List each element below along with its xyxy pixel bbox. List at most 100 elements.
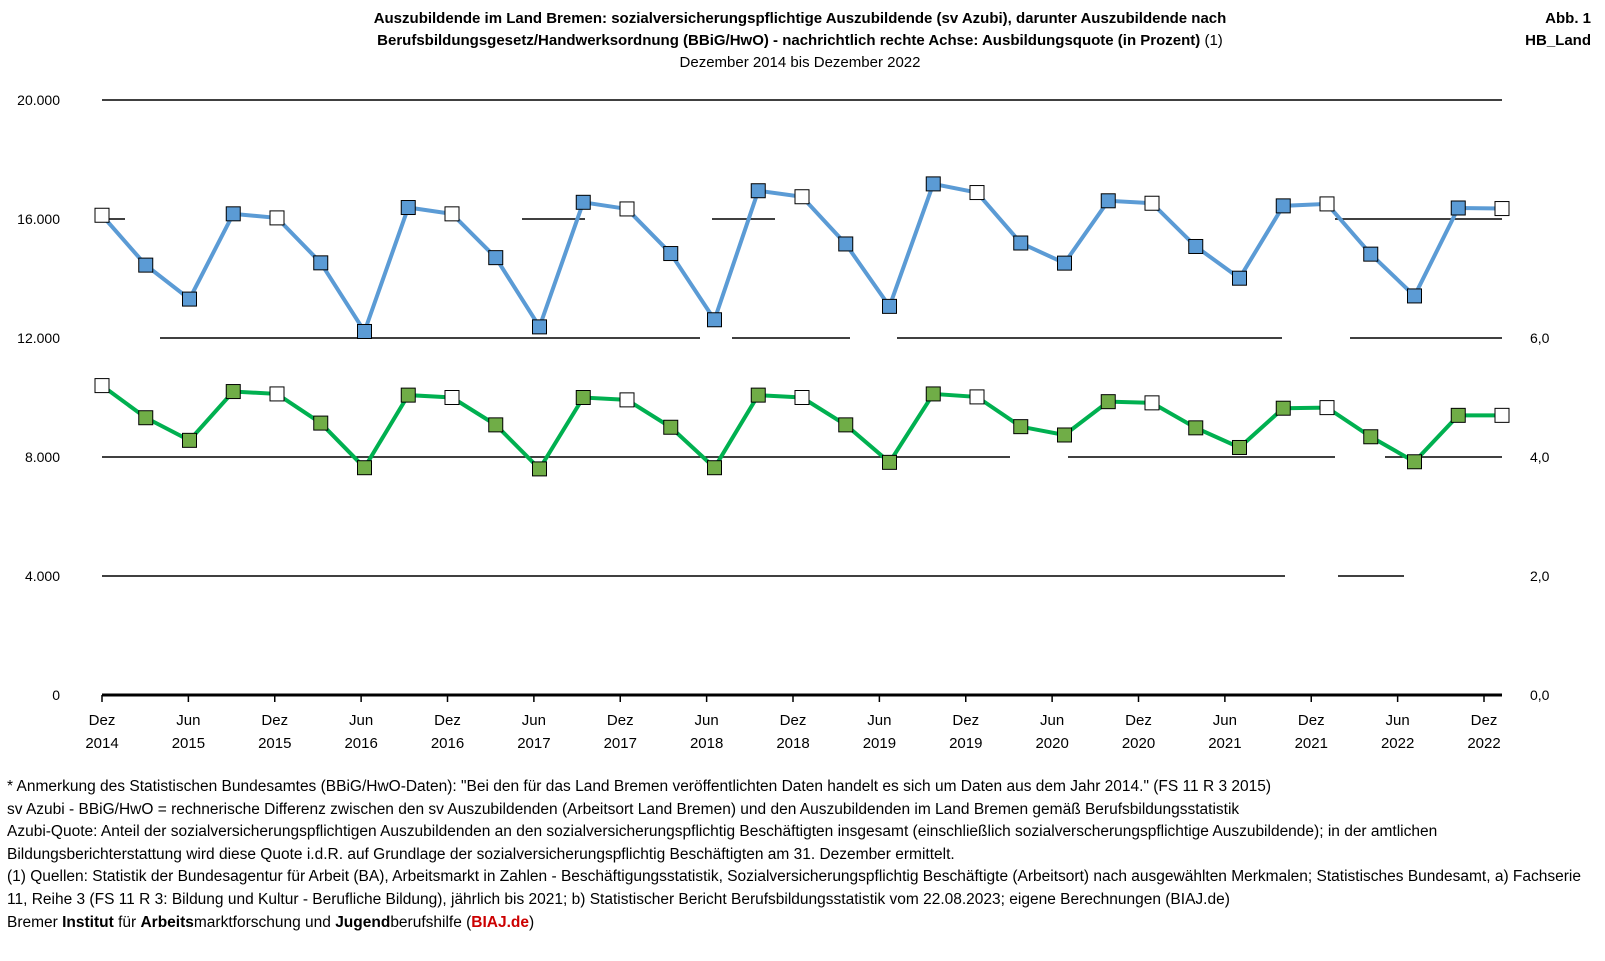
azubi-quote-marker bbox=[882, 454, 897, 470]
note-quote-definition: Azubi-Quote: Anteil der sozialversicheru… bbox=[7, 823, 1438, 863]
chart-title: Auszubildende im Land Bremen: sozialvers… bbox=[300, 8, 1300, 74]
sv-azubi-marker bbox=[794, 189, 810, 205]
x-tick-label: 2016 bbox=[431, 735, 464, 752]
x-tick-label: 2021 bbox=[1208, 735, 1241, 752]
y-right-tick-label: 4,0 bbox=[1530, 449, 1550, 465]
sv-azubi-line bbox=[100, 181, 1503, 337]
title-line-2-wrap: Berufsbildungsgesetz/Handwerksordnung (B… bbox=[300, 30, 1300, 52]
azubi-quote-marker bbox=[1013, 419, 1029, 435]
x-tick-label: 2017 bbox=[517, 735, 550, 752]
azubi-quote-marker bbox=[1057, 427, 1072, 443]
x-tick-label: 2021 bbox=[1295, 735, 1328, 752]
org-part: für bbox=[113, 913, 141, 931]
x-tick-label: Dez bbox=[780, 712, 807, 729]
note-sources: (1) Quellen: Statistik der Bundesagentur… bbox=[7, 868, 1581, 908]
x-tick-label: Jun bbox=[1040, 712, 1064, 729]
azubi-quote-marker bbox=[1232, 439, 1247, 455]
org-part: marktforschung und bbox=[193, 913, 336, 931]
sv-azubi-marker bbox=[1407, 288, 1422, 304]
azubi-quote-marker bbox=[575, 390, 591, 405]
azubi-quote-marker bbox=[94, 378, 110, 394]
figure-code: HB_Land bbox=[1525, 32, 1591, 49]
sv-azubi-marker bbox=[1057, 255, 1072, 271]
y-left-tick-label: 8.000 bbox=[25, 449, 60, 465]
x-tick-label: Jun bbox=[522, 712, 546, 729]
x-tick-label: Dez bbox=[89, 712, 116, 729]
x-tick-label: 2015 bbox=[258, 735, 291, 752]
azubi-quote-marker bbox=[1319, 400, 1335, 416]
sv-azubi-marker bbox=[532, 319, 547, 335]
azubi-quote-marker bbox=[444, 390, 460, 405]
note-diff-definition: sv Azubi - BBiG/HwO = rechnerische Diffe… bbox=[7, 800, 1240, 818]
azubi-quote-marker bbox=[1275, 400, 1291, 416]
y-left-tick-label: 20.000 bbox=[17, 92, 60, 108]
sv-azubi-marker bbox=[444, 206, 460, 222]
sv-azubi-marker bbox=[94, 207, 110, 223]
org-link[interactable]: BIAJ.de bbox=[471, 913, 530, 931]
figure-id: Abb. 1 HB_Land bbox=[1525, 8, 1591, 52]
x-tick-label: 2020 bbox=[1035, 735, 1068, 752]
sv-azubi-marker bbox=[750, 183, 766, 199]
org-part: Jugend bbox=[335, 913, 391, 931]
sv-azubi-marker bbox=[1275, 198, 1291, 214]
y-right-tick-label: 2,0 bbox=[1530, 568, 1550, 584]
azubi-quote-marker bbox=[707, 460, 722, 476]
sv-azubi-marker bbox=[1100, 193, 1116, 209]
x-tick-label: Dez bbox=[952, 712, 979, 729]
azubi-quote-marker bbox=[1407, 454, 1422, 470]
x-tick-label: 2017 bbox=[604, 735, 637, 752]
chart-canvas: Dez 2014 Jun 2015 Dez 2015 Jun 2016 Dez 2016 Jun 20… bbox=[17, 92, 1550, 752]
sv-azubi-marker bbox=[969, 185, 985, 201]
azubi-quote-marker bbox=[1144, 395, 1160, 411]
azubi-quote-marker bbox=[1100, 394, 1116, 410]
sv-azubi-marker bbox=[882, 298, 897, 314]
x-tick-label: 2020 bbox=[1122, 735, 1155, 752]
azubi-quote-marker bbox=[1494, 407, 1510, 423]
sv-azubi-marker bbox=[1144, 195, 1160, 211]
x-tick-label: Dez bbox=[434, 712, 461, 729]
x-tick-label: Dez bbox=[1298, 712, 1325, 729]
sv-azubi-marker bbox=[1013, 235, 1029, 251]
x-tick-label: 2022 bbox=[1381, 735, 1414, 752]
azubi-quote-marker bbox=[532, 461, 547, 477]
azubi-quote-marker bbox=[138, 410, 154, 426]
org-part: Institut bbox=[62, 913, 114, 931]
x-tick-label: 2016 bbox=[344, 735, 377, 752]
azubi-quote-marker bbox=[488, 417, 504, 433]
x-tick-label: Dez bbox=[1125, 712, 1152, 729]
azubi-quote-marker bbox=[969, 389, 985, 405]
azubi-quote-marker bbox=[269, 386, 285, 402]
sv-azubi-marker bbox=[575, 194, 591, 210]
org-part: ) bbox=[529, 913, 535, 931]
x-tick-label: 2015 bbox=[172, 735, 205, 752]
title-line-2: Berufsbildungsgesetz/Handwerksordnung (B… bbox=[377, 32, 1201, 49]
x-tick-label: Dez bbox=[1471, 712, 1498, 729]
x-tick-label: 2022 bbox=[1467, 735, 1500, 752]
x-tick-label: 2019 bbox=[949, 735, 982, 752]
footnotes: * Anmerkung des Statistischen Bundesamte… bbox=[7, 776, 1597, 934]
sv-azubi-marker bbox=[138, 257, 154, 273]
x-tick-label: 2018 bbox=[690, 735, 723, 752]
sv-azubi-marker bbox=[357, 323, 372, 339]
chart-subtitle: Dezember 2014 bis Dezember 2022 bbox=[679, 54, 921, 71]
sv-azubi-marker bbox=[182, 291, 197, 307]
azubi-quote-marker bbox=[357, 460, 372, 476]
sv-azubi-marker bbox=[1450, 200, 1466, 216]
x-tick-label: Jun bbox=[695, 712, 719, 729]
sv-azubi-marker bbox=[1494, 201, 1510, 217]
y-left-tick-label: 12.000 bbox=[17, 330, 60, 346]
sv-azubi-marker bbox=[663, 246, 679, 262]
sv-azubi-marker bbox=[225, 206, 241, 222]
azubi-quote-marker bbox=[313, 415, 329, 431]
x-tick-label: 2019 bbox=[863, 735, 896, 752]
sv-azubi-marker bbox=[838, 236, 854, 252]
note-organisation: Bremer Institut für Arbeitsmarktforschun… bbox=[7, 912, 1597, 935]
sv-azubi-marker bbox=[400, 200, 416, 216]
x-tick-label: Jun bbox=[1386, 712, 1410, 729]
sv-azubi-marker bbox=[707, 312, 722, 328]
azubi-quote-marker bbox=[182, 432, 197, 448]
sv-azubi-marker bbox=[313, 255, 329, 271]
y-left-tick-label: 16.000 bbox=[17, 211, 60, 227]
x-tick-label: Dez bbox=[261, 712, 288, 729]
azubi-quote-marker bbox=[838, 417, 854, 433]
